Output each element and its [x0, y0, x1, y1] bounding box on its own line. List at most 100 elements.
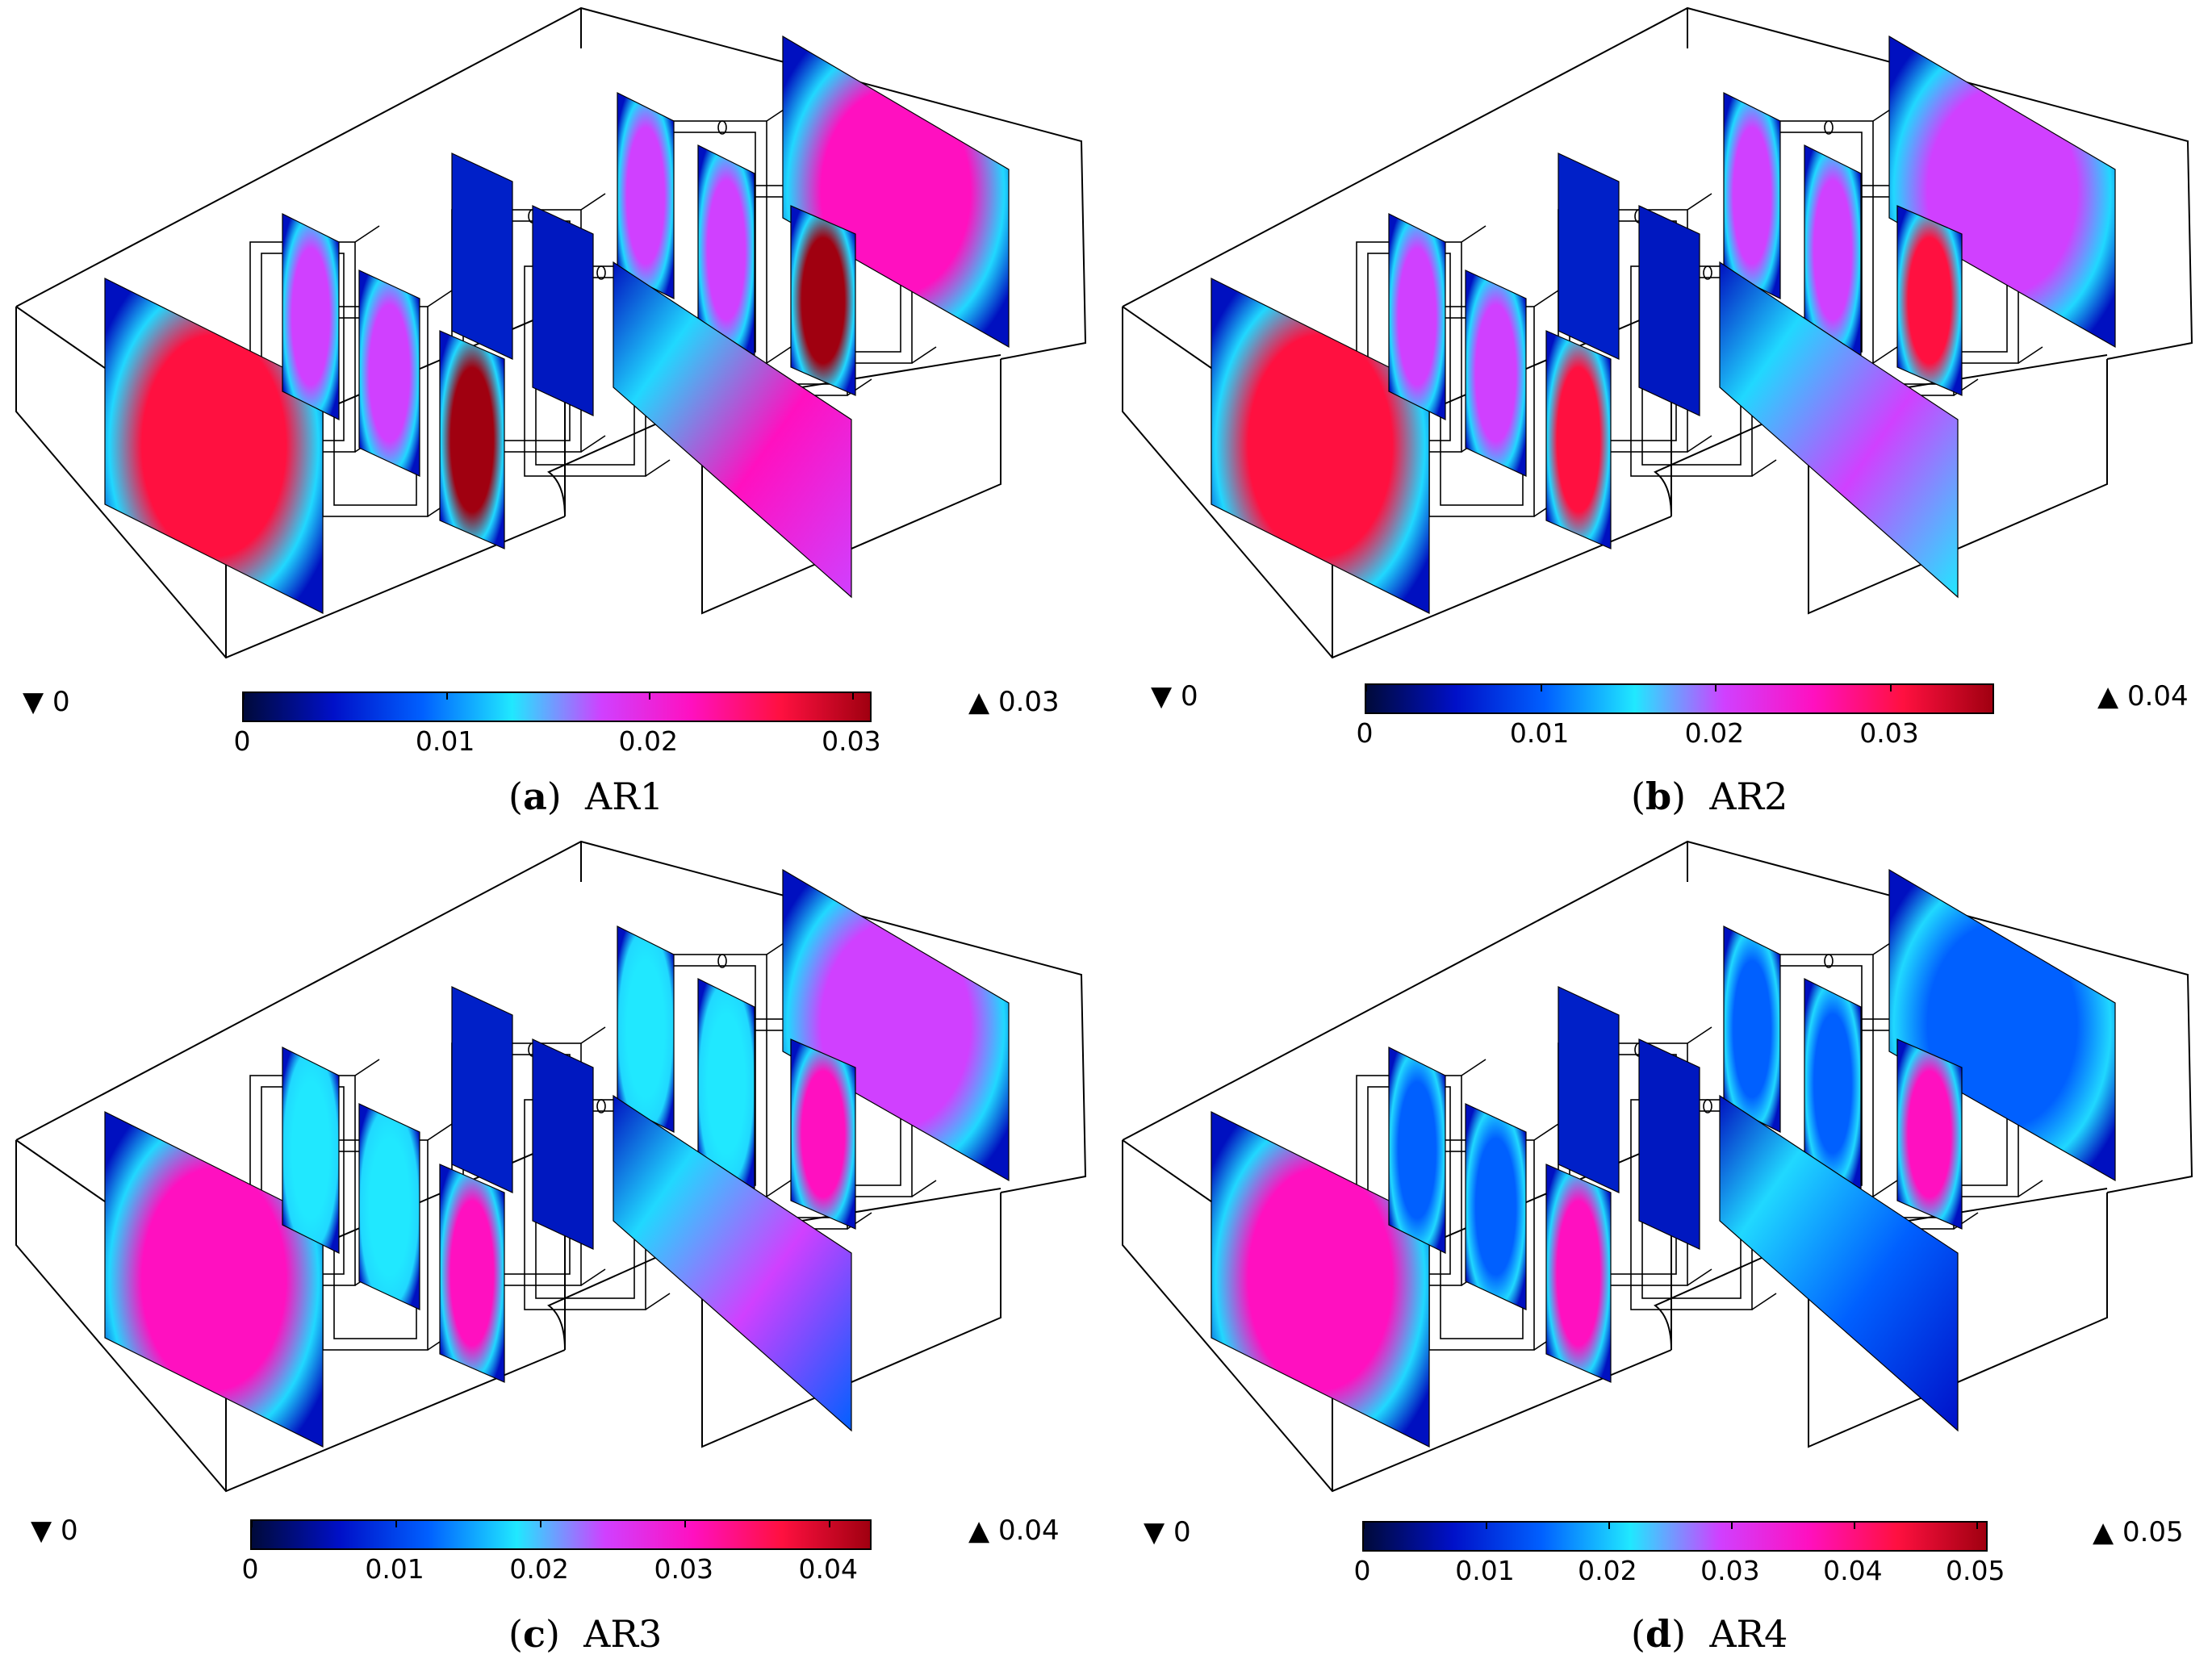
colorbar-tick: [1730, 1523, 1733, 1529]
min-value-marker: ▼ 0: [23, 686, 70, 718]
slice-front-small-1: [282, 1047, 340, 1254]
min-value-label: 0: [1180, 680, 1198, 712]
panel-name: AR3: [583, 1612, 663, 1656]
colorbar: [250, 1519, 872, 1550]
colorbar-tick: [649, 693, 651, 700]
colorbar-tick: [1976, 1523, 1978, 1529]
max-value-marker: ▲ 0.05: [2093, 1516, 2184, 1548]
slice-front-mid: [790, 1038, 856, 1230]
slice-front-small-2: [1465, 1103, 1527, 1310]
slice-left-large: [104, 278, 324, 614]
colorbar-tick: [251, 1521, 253, 1527]
slice-rear-1: [1723, 92, 1781, 299]
colorbar-tick-label: 0: [233, 725, 251, 757]
slice-front-mid: [790, 205, 856, 396]
min-value-label: 0: [60, 1515, 78, 1547]
slice-right-large: [782, 868, 1010, 1182]
slice-front-small-3: [1545, 330, 1612, 549]
panel-letter: a: [522, 775, 547, 818]
min-value-label: 0: [1173, 1516, 1191, 1548]
slice-left-large: [1211, 278, 1430, 614]
panel-name: AR4: [1709, 1612, 1788, 1656]
slice-front-small-3: [439, 1164, 505, 1383]
max-value-marker: ▲ 0.03: [968, 686, 1060, 718]
slice-mid-2: [1638, 205, 1700, 416]
panel-caption: (c) AR3: [508, 1612, 663, 1656]
min-value-marker: ▼ 0: [1151, 680, 1198, 712]
slice-left-large: [1211, 1111, 1430, 1448]
panel-c: ▼ 0 ▲ 0.04 0 0.01 0.02 0.03 0.04 (c) AR3: [0, 834, 1106, 1667]
slice-diagonal-large: [613, 1094, 852, 1432]
panel-b: ▼ 0 ▲ 0.04 0 0.01 0.02 0.03 (b) AR2: [1106, 0, 2212, 834]
colorbar-tick: [1485, 1523, 1487, 1529]
colorbar-tick-label: 0.02: [618, 725, 678, 757]
colorbar-tick: [1608, 1523, 1610, 1529]
colorbar-tick-label: 0.02: [1684, 717, 1745, 749]
panel-name: AR2: [1709, 775, 1788, 818]
colorbar-tick: [445, 693, 448, 700]
model-scene: [1122, 6, 2193, 659]
max-value-label: 0.04: [2126, 680, 2189, 712]
min-triangle-icon: ▼: [31, 1515, 61, 1547]
colorbar-tick: [684, 1521, 687, 1527]
colorbar-tick: [851, 693, 854, 700]
slice-front-mid: [1896, 205, 1963, 396]
colorbar-tick-label: 0.03: [1859, 717, 1919, 749]
colorbar-tick-label: 0.02: [1578, 1555, 1637, 1586]
max-value-label: 0.04: [997, 1515, 1060, 1547]
slice-front-small-1: [1388, 1047, 1446, 1254]
max-triangle-icon: ▲: [2093, 1516, 2122, 1548]
slice-front-small-3: [439, 330, 505, 549]
slice-front-small-3: [1545, 1164, 1612, 1383]
colorbar-tick-label: 0: [1356, 717, 1374, 749]
min-value-label: 0: [52, 686, 70, 718]
min-triangle-icon: ▼: [23, 686, 52, 718]
slice-diagonal-large: [1719, 261, 1959, 599]
model-scene: [15, 840, 1087, 1493]
slice-mid-2: [532, 1038, 594, 1250]
panel-caption: (d) AR4: [1631, 1612, 1788, 1656]
colorbar-tick-label: 0.01: [1455, 1555, 1515, 1586]
min-triangle-icon: ▼: [1144, 1516, 1173, 1548]
slice-rear-1: [617, 925, 675, 1133]
colorbar-tick-label: 0.01: [1509, 717, 1570, 749]
panel-a: ▼ 0 ▲ 0.03 0 0.01 0.02 0.03 (a) AR1: [0, 0, 1106, 834]
max-triangle-icon: ▲: [968, 1515, 998, 1547]
max-value-marker: ▲ 0.04: [968, 1515, 1060, 1547]
panel-letter: c: [522, 1612, 546, 1656]
colorbar-tick-label: 0.04: [798, 1553, 859, 1585]
slice-rear-1: [1723, 925, 1781, 1133]
panel-caption: (b) AR2: [1631, 775, 1788, 818]
max-value-label: 0.05: [2122, 1516, 2184, 1548]
slice-front-small-2: [358, 1103, 420, 1310]
colorbar-tick-label: 0.02: [509, 1553, 569, 1585]
colorbar-tick: [243, 693, 245, 700]
model-scene: [1122, 840, 2193, 1493]
colorbar-tick: [829, 1521, 831, 1527]
slice-right-large: [782, 35, 1010, 349]
slice-mid-1: [451, 986, 513, 1193]
panel-d: ▼ 0 ▲ 0.05 0 0.01 0.02 0.03 0.04 0.05 (d) AR4: [1106, 834, 2212, 1667]
panel-letter: b: [1645, 775, 1672, 818]
panel-name: AR1: [584, 775, 664, 818]
colorbar: [1365, 683, 1994, 714]
max-value-marker: ▲ 0.04: [2097, 680, 2189, 712]
colorbar-tick-label: 0: [241, 1553, 259, 1585]
colorbar: [1362, 1521, 1988, 1552]
colorbar-tick: [1890, 685, 1892, 691]
slice-right-large: [1888, 35, 2116, 349]
slice-diagonal-large: [613, 261, 852, 599]
max-triangle-icon: ▲: [968, 686, 998, 718]
slice-diagonal-large: [1719, 1094, 1959, 1432]
colorbar-tick-label: 0.04: [1823, 1555, 1883, 1586]
max-triangle-icon: ▲: [2097, 680, 2127, 712]
slice-front-small-1: [282, 213, 340, 420]
slice-mid-1: [1558, 986, 1620, 1193]
min-triangle-icon: ▼: [1151, 680, 1181, 712]
colorbar-tick: [1540, 685, 1542, 691]
slice-left-large: [104, 1111, 324, 1448]
colorbar-tick-label: 0.01: [415, 725, 475, 757]
max-value-label: 0.03: [997, 686, 1060, 718]
panel-letter: d: [1645, 1612, 1672, 1656]
colorbar-tick: [1363, 1523, 1365, 1529]
